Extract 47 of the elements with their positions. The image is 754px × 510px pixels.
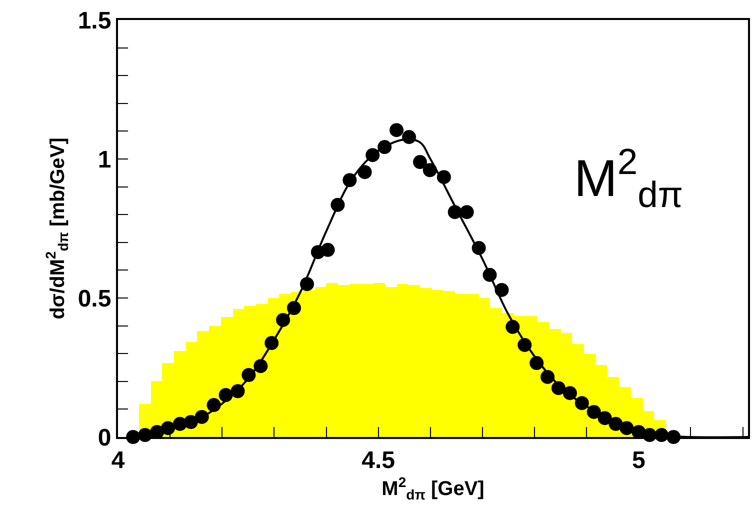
point [506, 320, 520, 334]
point [551, 381, 566, 396]
point [436, 170, 451, 184]
point [402, 130, 416, 144]
point [494, 282, 509, 297]
point [358, 165, 372, 180]
y-tick-label: 1 [98, 146, 112, 174]
point [574, 396, 589, 410]
point [230, 384, 245, 398]
point [378, 140, 392, 154]
point [620, 421, 634, 436]
point [206, 398, 221, 412]
x-tick-label: 5 [632, 446, 646, 474]
point [320, 242, 335, 257]
point [390, 123, 404, 138]
point [242, 368, 256, 382]
point [194, 410, 209, 424]
point [300, 277, 314, 292]
point [608, 416, 623, 431]
point [598, 411, 612, 426]
point [472, 240, 486, 255]
point [460, 205, 474, 220]
x-axis-title: M$^{2}$$_{dπ}$ [GeV] [382, 474, 484, 502]
point [422, 163, 437, 178]
point [330, 198, 345, 212]
point [540, 370, 555, 384]
point [518, 338, 532, 352]
point [412, 155, 427, 170]
point [276, 312, 290, 327]
point [184, 414, 198, 429]
point [562, 386, 577, 400]
point [342, 173, 357, 188]
point [286, 301, 301, 316]
point [530, 356, 544, 370]
point [218, 388, 233, 402]
x-tick-label: 4.5 [362, 446, 396, 474]
point [160, 421, 175, 436]
point [264, 336, 279, 350]
y-tick-label: 0.5 [78, 285, 112, 312]
point [366, 148, 380, 162]
y-tick-label: 0 [98, 424, 112, 452]
point [482, 268, 497, 282]
point [448, 205, 462, 220]
x-tick-label: 4 [111, 446, 126, 474]
y-tick-label: 1.5 [78, 7, 112, 34]
point [254, 359, 268, 374]
point [586, 404, 601, 419]
